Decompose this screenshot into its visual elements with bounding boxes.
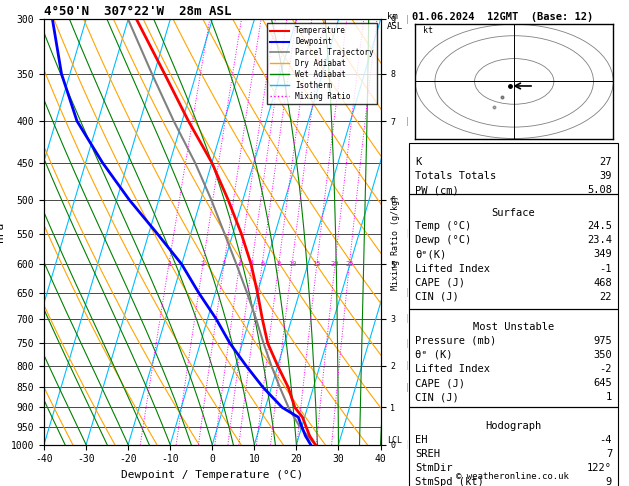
- Text: 8: 8: [277, 261, 281, 267]
- Text: |: |: [406, 229, 409, 238]
- Text: 2: 2: [201, 261, 205, 267]
- Text: Dewp (°C): Dewp (°C): [415, 235, 471, 245]
- Text: 10: 10: [287, 261, 296, 267]
- Text: EH: EH: [415, 434, 428, 445]
- Text: -4: -4: [599, 434, 612, 445]
- Text: 5.08: 5.08: [587, 185, 612, 195]
- Text: Pressure (mb): Pressure (mb): [415, 336, 496, 346]
- Text: |: |: [406, 339, 409, 347]
- Text: 6: 6: [260, 261, 264, 267]
- Text: 350: 350: [593, 350, 612, 360]
- Text: 975: 975: [593, 336, 612, 346]
- Text: 645: 645: [593, 378, 612, 388]
- Text: |: |: [406, 15, 409, 24]
- Text: CIN (J): CIN (J): [415, 292, 459, 302]
- Text: 1: 1: [167, 261, 171, 267]
- Text: |: |: [406, 314, 409, 323]
- Text: © weatheronline.co.uk: © weatheronline.co.uk: [456, 472, 569, 481]
- Y-axis label: hPa: hPa: [0, 222, 5, 242]
- Text: Hodograph: Hodograph: [486, 421, 542, 431]
- Text: 15: 15: [313, 261, 321, 267]
- Text: Lifted Index: Lifted Index: [415, 263, 490, 274]
- Text: K: K: [415, 157, 421, 167]
- Text: -2: -2: [599, 364, 612, 374]
- Text: LCL: LCL: [387, 435, 403, 445]
- Text: km: km: [387, 12, 398, 21]
- Text: 9: 9: [606, 477, 612, 486]
- Text: StmSpd (kt): StmSpd (kt): [415, 477, 484, 486]
- Text: kt: kt: [423, 26, 433, 35]
- Text: Lifted Index: Lifted Index: [415, 364, 490, 374]
- Text: Surface: Surface: [492, 208, 535, 218]
- Text: PW (cm): PW (cm): [415, 185, 459, 195]
- Text: 20: 20: [331, 261, 339, 267]
- Text: Temp (°C): Temp (°C): [415, 221, 471, 231]
- Text: 24.5: 24.5: [587, 221, 612, 231]
- Text: 7: 7: [606, 449, 612, 459]
- Text: 23.4: 23.4: [587, 235, 612, 245]
- Text: 122°: 122°: [587, 463, 612, 473]
- Text: |: |: [406, 117, 409, 125]
- Text: StmDir: StmDir: [415, 463, 453, 473]
- X-axis label: Dewpoint / Temperature (°C): Dewpoint / Temperature (°C): [121, 470, 303, 480]
- Text: 4°50'N  307°22'W  28m ASL: 4°50'N 307°22'W 28m ASL: [44, 5, 231, 18]
- Text: Most Unstable: Most Unstable: [473, 322, 554, 332]
- Text: |: |: [406, 440, 409, 449]
- Text: θᵉ (K): θᵉ (K): [415, 350, 453, 360]
- Text: 1: 1: [606, 392, 612, 402]
- Text: 468: 468: [593, 278, 612, 288]
- Text: Totals Totals: Totals Totals: [415, 171, 496, 181]
- Text: CAPE (J): CAPE (J): [415, 378, 465, 388]
- Text: CAPE (J): CAPE (J): [415, 278, 465, 288]
- Text: 22: 22: [599, 292, 612, 302]
- Text: 25: 25: [345, 261, 353, 267]
- Text: 5: 5: [250, 261, 254, 267]
- Text: Mixing Ratio (g/kg): Mixing Ratio (g/kg): [391, 195, 400, 291]
- Text: CIN (J): CIN (J): [415, 392, 459, 402]
- Text: ASL: ASL: [387, 22, 403, 31]
- Text: 3: 3: [222, 261, 226, 267]
- Text: 349: 349: [593, 249, 612, 260]
- Text: SREH: SREH: [415, 449, 440, 459]
- Text: -1: -1: [599, 263, 612, 274]
- Text: 27: 27: [599, 157, 612, 167]
- Text: |: |: [406, 362, 409, 370]
- Text: 4: 4: [237, 261, 242, 267]
- Legend: Temperature, Dewpoint, Parcel Trajectory, Dry Adiabat, Wet Adiabat, Isotherm, Mi: Temperature, Dewpoint, Parcel Trajectory…: [267, 23, 377, 104]
- Text: |: |: [406, 288, 409, 297]
- Text: θᵉ(K): θᵉ(K): [415, 249, 447, 260]
- Text: 39: 39: [599, 171, 612, 181]
- Text: |: |: [406, 383, 409, 392]
- Text: 01.06.2024  12GMT  (Base: 12): 01.06.2024 12GMT (Base: 12): [412, 12, 593, 22]
